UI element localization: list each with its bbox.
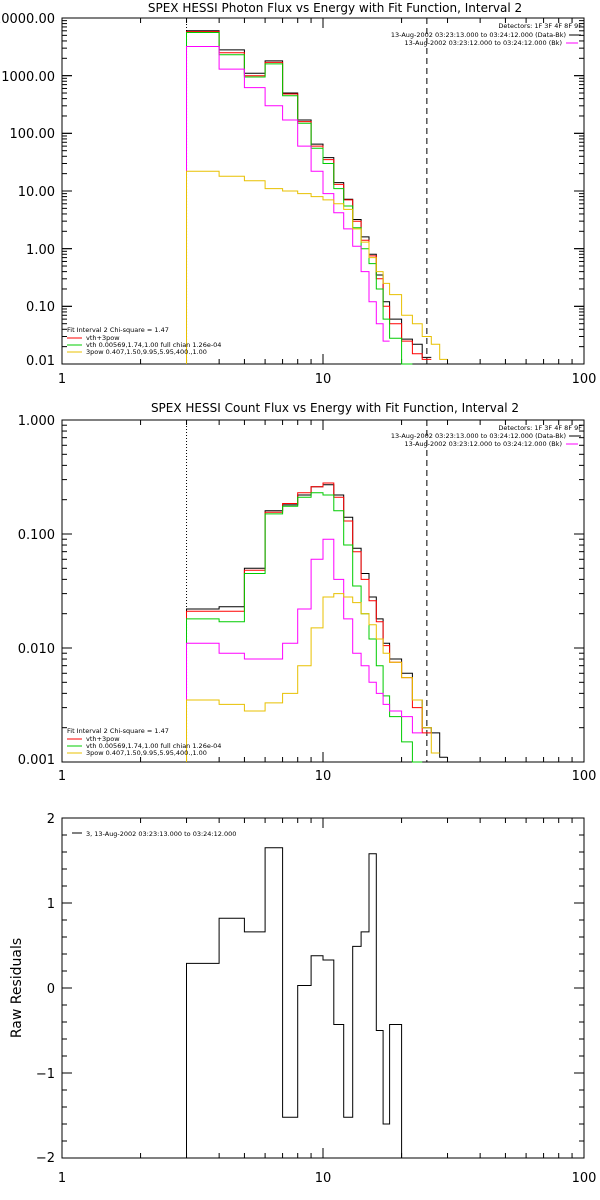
x-tick-labels: 1 10 100 (58, 1171, 597, 1186)
y-tick-label: 1 (47, 897, 55, 912)
histogram-series (186, 847, 432, 1159)
y-tick-label: 0.010 (18, 642, 55, 657)
x-tick-label: 100 (572, 769, 597, 784)
x-tick-label: 100 (572, 372, 597, 387)
y-tick-label: 1.00 (26, 243, 55, 258)
photon-flux-title: SPEX HESSI Photon Flux vs Energy with Fi… (148, 1, 522, 15)
histogram-series (186, 538, 423, 762)
fit-line: vth 0.00569,1.74,1.00 full chian 1.26e-0… (86, 341, 221, 349)
y-tick-label: 0.100 (18, 528, 55, 543)
fit-line: Fit Interval 2 Chi-square = 1.47 (67, 727, 169, 735)
y-tick-label: 100.00 (10, 127, 56, 142)
y-tick-label: 1000.00 (1, 70, 55, 85)
histogram-series (186, 46, 390, 364)
detector-info: Detectors: 1F 3F 4F 8F 9F 13-Aug-2002 03… (391, 22, 582, 47)
info-line: 13-Aug-2002 03:23:12.000 to 03:24:12.000… (405, 39, 562, 47)
info-line: 13-Aug-2002 03:23:12.000 to 03:24:12.000… (405, 440, 562, 448)
y-tick-labels: 2 1 0 −1 −2 (36, 812, 55, 1166)
y-tick-label: 0.001 (18, 753, 55, 768)
x-tick-labels: 1 10 100 (58, 372, 597, 387)
fit-info: Fit Interval 2 Chi-square = 1.47 vth+3po… (67, 326, 221, 356)
fit-line: 3pow 0.407,1.50,9.95,5.95,400.,1.00 (86, 749, 207, 757)
photon-flux-panel: SPEX HESSI Photon Flux vs Energy with Fi… (0, 1, 596, 387)
fit-line: Fit Interval 2 Chi-square = 1.47 (67, 326, 169, 334)
y-tick-label: 10000.00 (0, 12, 55, 27)
axis-ticks (61, 419, 585, 763)
info-line: 13-Aug-2002 03:23:13.000 to 03:24:12.000… (391, 432, 566, 440)
info-line: 13-Aug-2002 03:23:13.000 to 03:24:12.000… (391, 31, 566, 39)
x-tick-label: 100 (572, 1171, 597, 1186)
x-tick-label: 1 (58, 372, 66, 387)
plot-frame (61, 817, 585, 1159)
x-tick-label: 1 (58, 769, 66, 784)
histogram-series (186, 482, 432, 762)
residuals-panel: Raw Residuals 2 1 0 −1 −2 1 10 100 3, 13… (9, 812, 596, 1186)
x-tick-label: 10 (315, 372, 332, 387)
fit-line: vth+3pow (86, 334, 120, 342)
series-group (186, 482, 448, 763)
legend-label: 3, 13-Aug-2002 03:23:13.000 to 03:24:12.… (86, 830, 236, 838)
plot-frame (61, 419, 585, 763)
y-tick-label: 0.10 (26, 300, 55, 315)
y-tick-label: 1.000 (18, 414, 55, 429)
series-group (186, 847, 432, 1159)
count-flux-title: SPEX HESSI Count Flux vs Energy with Fit… (151, 401, 519, 415)
fit-line: vth 0.00569,1.74,1.00 full chian 1.26e-0… (86, 742, 221, 750)
fit-line: vth+3pow (86, 735, 120, 743)
info-line: Detectors: 1F 3F 4F 8F 9F (498, 424, 582, 432)
x-tick-label: 10 (315, 1171, 332, 1186)
fit-info: Fit Interval 2 Chi-square = 1.47 vth+3po… (67, 727, 221, 757)
y-axis-label: Raw Residuals (9, 938, 25, 1038)
residual-legend: 3, 13-Aug-2002 03:23:13.000 to 03:24:12.… (72, 830, 236, 838)
y-tick-label: −1 (36, 1067, 55, 1082)
y-tick-label: 10.00 (18, 185, 55, 200)
histogram-series (186, 484, 448, 762)
fit-line: 3pow 0.407,1.50,9.95,5.95,400.,1.00 (86, 348, 207, 356)
histogram-series (186, 593, 440, 762)
x-tick-label: 10 (315, 769, 332, 784)
histogram-series (186, 492, 423, 763)
histogram-series (186, 32, 413, 365)
y-tick-label: 0.01 (26, 354, 55, 369)
axis-ticks (61, 17, 585, 365)
series-group (186, 30, 448, 365)
x-tick-labels: 1 10 100 (58, 769, 597, 784)
y-tick-labels: 1.000 0.100 0.010 0.001 (18, 414, 55, 768)
x-tick-label: 1 (58, 1171, 66, 1186)
y-tick-label: 0 (47, 982, 55, 997)
axis-ticks (61, 817, 585, 1159)
y-tick-labels: 10000.00 1000.00 100.00 10.00 1.00 0.10 … (0, 12, 55, 369)
histogram-series (186, 30, 432, 364)
info-line: Detectors: 1F 3F 4F 8F 9F (498, 22, 582, 30)
detector-info: Detectors: 1F 3F 4F 8F 9F 13-Aug-2002 03… (391, 424, 582, 448)
histogram-series (186, 170, 448, 364)
y-tick-label: 2 (47, 812, 55, 827)
y-tick-label: −2 (36, 1151, 55, 1166)
energy-range-markers (186, 18, 428, 364)
histogram-series (186, 31, 432, 364)
count-flux-panel: SPEX HESSI Count Flux vs Energy with Fit… (18, 401, 597, 784)
